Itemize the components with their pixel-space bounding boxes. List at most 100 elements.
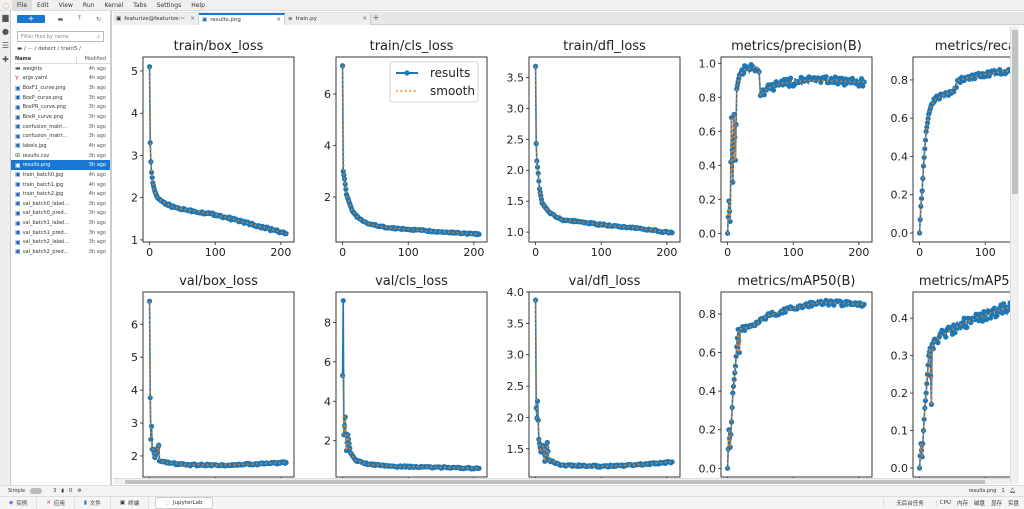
running-icon[interactable]: ● bbox=[2, 27, 9, 36]
breadcrumb[interactable]: ▬ / ··· / detect / train5 / bbox=[17, 46, 104, 52]
file-row[interactable]: ⊞ results.csv 3h ago bbox=[11, 151, 110, 161]
x-tick-label: 100 bbox=[975, 246, 996, 259]
data-point bbox=[925, 116, 931, 122]
upload-icon[interactable]: ⤒ bbox=[78, 15, 81, 22]
tab-terminal[interactable]: ▣ featurize@featurize:~ ✕ bbox=[113, 13, 199, 25]
plot-frame bbox=[720, 291, 873, 478]
data-point bbox=[921, 154, 927, 161]
taskbar-files[interactable]: ▮ 文件 bbox=[75, 497, 111, 509]
file-row[interactable]: ▣ val_batch1_pred... 3h ago bbox=[11, 228, 110, 238]
y-tick-label: 3.5 bbox=[507, 71, 525, 84]
y-tick-label: 1.0 bbox=[507, 226, 525, 239]
file-name: val_batch0_pred... bbox=[22, 210, 69, 217]
file-row[interactable]: ▣ val_batch0_label... 3h ago bbox=[11, 199, 110, 209]
menu-help[interactable]: Help bbox=[191, 1, 205, 9]
data-point bbox=[736, 349, 742, 356]
file-row[interactable]: ▬ weights 4h ago bbox=[11, 64, 110, 74]
file-row[interactable]: ▣ BoxP_curve.png 3h ago bbox=[11, 93, 110, 103]
image-icon: ▣ bbox=[15, 161, 21, 169]
toc-icon[interactable]: ☰ bbox=[1, 41, 10, 50]
taskbar-instance[interactable]: ◆ 实例 bbox=[0, 497, 38, 509]
folder-icon: ▬ bbox=[17, 46, 24, 52]
data-point bbox=[733, 353, 739, 360]
file-row[interactable]: ▣ labels.jpg 4h ago bbox=[11, 141, 110, 151]
taskbar-terminal[interactable]: ▣ 终端 bbox=[111, 497, 150, 509]
data-point bbox=[918, 195, 925, 202]
filter-input[interactable]: Filter files by name ⌕ bbox=[17, 31, 104, 42]
search-icon: ⌕ bbox=[97, 34, 100, 40]
menu-edit[interactable]: Edit bbox=[37, 1, 49, 9]
close-icon[interactable]: ✕ bbox=[190, 16, 195, 22]
file-row[interactable]: ▣ confusion_matri... 3h ago bbox=[11, 131, 110, 141]
new-launcher-button[interactable]: + bbox=[17, 15, 45, 23]
taskbar-jupyterlab[interactable]: ◌ JupyterLab bbox=[155, 497, 213, 509]
y-tick-label: 8 bbox=[324, 316, 331, 329]
file-row[interactable]: ▣ results.png 3h ago bbox=[11, 160, 110, 171]
data-point bbox=[991, 305, 998, 311]
image-icon: ▣ bbox=[15, 113, 21, 121]
taskbar-apps[interactable]: ✕ 应用 bbox=[37, 497, 75, 509]
taskbar-label: 实例 bbox=[16, 501, 28, 507]
background-tasks[interactable]: 无后台任务 bbox=[883, 499, 936, 507]
y-tick-label: 1.5 bbox=[507, 443, 525, 456]
menu-settings[interactable]: Settings bbox=[156, 1, 182, 9]
y-tick-label: 4 bbox=[131, 384, 138, 397]
smooth-line bbox=[918, 306, 1010, 469]
menu-view[interactable]: View bbox=[58, 1, 73, 9]
file-name: val_batch1_pred... bbox=[22, 229, 69, 236]
data-point bbox=[839, 75, 845, 81]
file-row[interactable]: ▣ BoxF1_curve.png 3h ago bbox=[11, 83, 110, 93]
close-icon[interactable]: ✕ bbox=[276, 17, 281, 23]
yaml-icon: Y bbox=[15, 74, 19, 82]
kernel-count[interactable]: 0 bbox=[69, 488, 73, 494]
file-row[interactable]: ▣ val_batch1_label... 3h ago bbox=[11, 218, 110, 228]
menu-run[interactable]: Run bbox=[82, 1, 95, 9]
jupyter-icon: ◌ bbox=[165, 500, 170, 506]
memory-indicator: 内存 bbox=[956, 501, 968, 507]
data-point bbox=[925, 362, 931, 368]
file-row[interactable]: ▣ BoxPR_curve.png 3h ago bbox=[11, 103, 110, 113]
menu-tabs[interactable]: Tabs bbox=[133, 1, 147, 9]
menu-kernel[interactable]: Kernel bbox=[104, 1, 124, 9]
vertical-scrollbar[interactable] bbox=[1010, 26, 1019, 484]
file-row[interactable]: ▣ val_batch0_pred... 3h ago bbox=[11, 209, 110, 219]
tab-results-png[interactable]: ▣ results.png ✕ bbox=[199, 13, 285, 25]
new-tab-button[interactable]: + bbox=[372, 13, 380, 22]
file-row[interactable]: ▣ val_batch2_label... 3h ago bbox=[11, 238, 110, 248]
smooth-line bbox=[148, 66, 287, 235]
menu-file[interactable]: File bbox=[12, 0, 33, 11]
extension-icon[interactable]: ✚ bbox=[2, 55, 9, 64]
file-modified: 3h ago bbox=[88, 239, 106, 246]
terminal-count[interactable]: 3 bbox=[53, 488, 57, 494]
folder-icon[interactable]: ▆ bbox=[2, 13, 9, 22]
file-row[interactable]: ▣ train_batch0.jpg 4h ago bbox=[11, 170, 110, 180]
file-row[interactable]: ▣ BoxR_curve.png 3h ago bbox=[11, 112, 110, 122]
column-modified[interactable]: Modified bbox=[76, 56, 110, 63]
close-icon[interactable]: ✕ bbox=[362, 16, 367, 22]
file-row[interactable]: ▣ train_batch2.jpg 4h ago bbox=[11, 189, 110, 199]
smooth-line bbox=[534, 66, 673, 234]
file-browser: + ▬ ⤒ ↻ Filter files by name ⌕ ▬ / ··· /… bbox=[11, 11, 112, 485]
simple-mode-toggle[interactable] bbox=[30, 488, 43, 494]
file-row[interactable]: ▣ val_batch2_pred... 3h ago bbox=[11, 247, 110, 257]
horizontal-scrollbar[interactable] bbox=[113, 478, 1010, 484]
file-row[interactable]: ▣ train_batch1.jpg 4h ago bbox=[11, 180, 110, 190]
column-name[interactable]: Name bbox=[15, 56, 32, 62]
image-icon: ▣ bbox=[15, 181, 21, 188]
y-tick-label: 1 bbox=[131, 234, 138, 247]
results-line bbox=[148, 301, 288, 468]
chart-title: train/dfl_loss bbox=[563, 39, 646, 54]
y-tick-label: 0.4 bbox=[891, 312, 909, 325]
notification-count[interactable]: 1 bbox=[1001, 488, 1005, 494]
chart-title: metrics/mAP50-95(B) bbox=[919, 274, 1010, 289]
chart-train-box-loss: train/box_loss 1 2 3 4 5 0 100 200 bbox=[131, 39, 295, 259]
file-row[interactable]: ▣ confusion_matri... 3h ago bbox=[11, 122, 110, 132]
new-folder-icon[interactable]: ▬ bbox=[57, 15, 64, 23]
file-name: BoxF1_curve.png bbox=[22, 85, 66, 92]
bell-icon[interactable]: 🔔︎ bbox=[1009, 488, 1016, 494]
data-point bbox=[732, 157, 739, 163]
tab-train-py[interactable]: ≡ train.py ✕ bbox=[285, 13, 371, 25]
refresh-icon[interactable]: ↻ bbox=[95, 15, 102, 23]
